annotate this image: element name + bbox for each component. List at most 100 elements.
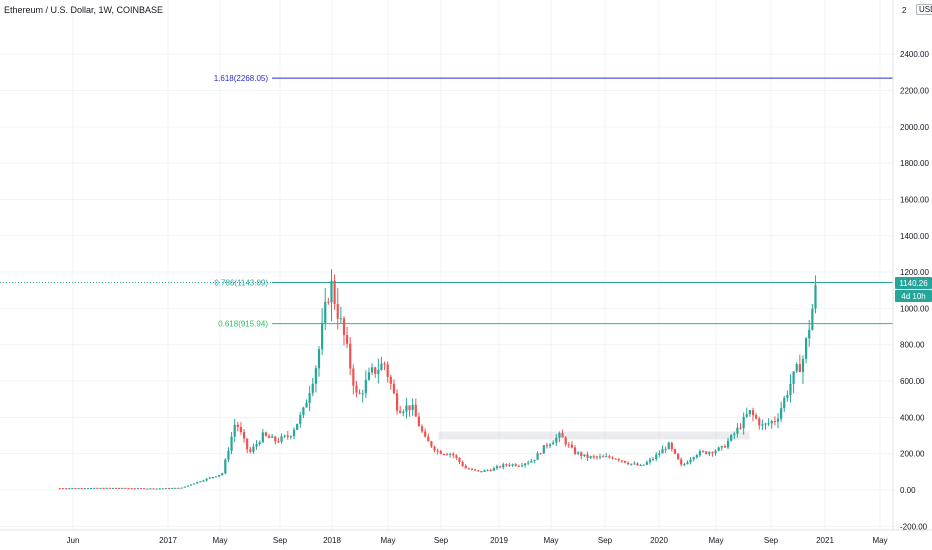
y-tick-label: 800.00 <box>900 341 925 350</box>
y-tick-label: -200.00 <box>900 522 928 531</box>
candle-body <box>114 487 118 489</box>
candle-body <box>249 449 252 452</box>
candle-body <box>289 436 292 438</box>
candle-body <box>642 464 645 466</box>
currency-button[interactable]: USD <box>916 4 932 15</box>
candle-body <box>670 442 673 450</box>
candle-body <box>71 488 74 490</box>
candle-body <box>602 456 605 458</box>
candle-body <box>236 424 239 428</box>
candle-body <box>342 318 346 336</box>
candle-body <box>364 379 367 394</box>
x-tick-label: May <box>212 536 227 545</box>
candle-body <box>758 418 761 426</box>
candle-body <box>246 438 249 450</box>
candle-body <box>374 367 377 374</box>
candle-body <box>545 445 549 447</box>
candle-body <box>789 383 792 396</box>
top-price-tick: 2 <box>902 6 907 15</box>
x-tick-label: May <box>543 536 558 545</box>
candle-body <box>502 464 505 468</box>
candle-body <box>380 363 383 370</box>
candle-body <box>720 446 723 448</box>
candle-body <box>430 441 433 447</box>
candle-body <box>274 436 277 442</box>
candle-body <box>299 414 302 424</box>
candle-body <box>383 363 386 365</box>
candle-body <box>311 383 314 394</box>
candle-body <box>386 364 389 377</box>
candle-body <box>280 436 283 442</box>
x-tick-label: May <box>380 536 395 545</box>
candle-body <box>464 465 467 469</box>
candle-body <box>689 459 692 463</box>
x-tick-label: Sep <box>434 536 449 545</box>
candle-body <box>608 456 611 458</box>
candle-body <box>611 457 614 459</box>
candle-body <box>639 465 642 467</box>
candle-body <box>427 436 430 442</box>
candle-body <box>751 410 755 416</box>
candle-body <box>292 429 296 437</box>
candle-body <box>770 421 773 424</box>
candle-body <box>527 462 530 464</box>
y-tick-label: 2200.00 <box>900 87 929 96</box>
y-tick-label: 0.00 <box>900 486 916 495</box>
candle-body <box>205 478 208 481</box>
candle-body <box>786 395 789 398</box>
candle-body <box>461 461 464 466</box>
candle-body <box>389 376 392 384</box>
candle-body <box>517 465 520 467</box>
candle-body <box>742 416 745 429</box>
candle-body <box>686 462 689 465</box>
candle-body <box>589 456 592 459</box>
y-tick-label: 1000.00 <box>900 304 929 313</box>
candle-body <box>586 454 589 459</box>
candle-body <box>804 338 808 359</box>
candle-body <box>580 452 583 457</box>
candle-body <box>564 437 567 445</box>
candle-body <box>296 423 299 430</box>
candle-body <box>745 414 748 417</box>
candle-body <box>470 469 474 471</box>
chart-title: Ethereum / U.S. Dollar, 1W, COINBASE <box>4 5 164 15</box>
candle-body <box>411 404 414 411</box>
candle-body <box>708 452 711 454</box>
candle-body <box>767 423 770 425</box>
candle-body <box>193 483 196 485</box>
x-tick-label: May <box>872 536 887 545</box>
candle-body <box>511 464 514 466</box>
y-tick-label: 2400.00 <box>900 50 929 59</box>
candle-body <box>230 436 233 451</box>
candle-body <box>567 444 570 446</box>
candle-body <box>124 487 127 489</box>
candle-body <box>811 308 814 330</box>
candle-body <box>583 454 586 457</box>
candle-body <box>536 453 539 460</box>
candle-body <box>96 487 99 489</box>
candle-body <box>514 464 517 466</box>
candle-body <box>561 433 564 438</box>
price-axis[interactable]: 2400.002200.002000.001800.001600.001400.… <box>892 0 929 531</box>
y-tick-label: 600.00 <box>900 377 925 386</box>
candle-body <box>414 404 417 417</box>
candle-body <box>680 459 683 465</box>
fib-level-label: 0.618(915.94) <box>218 320 268 329</box>
candle-body <box>324 301 327 323</box>
candle-body <box>577 452 580 454</box>
candle-body <box>267 435 271 438</box>
candle-body <box>174 487 177 489</box>
candle-body <box>449 453 452 455</box>
candle-body <box>242 431 246 439</box>
time-axis[interactable]: Jun 2017 May Sep 2018 May Sep 2019 May Sep 2020 May… <box>0 529 932 545</box>
candle-body <box>492 468 495 471</box>
candle-body <box>452 453 455 456</box>
candle-body <box>748 410 751 415</box>
fibonacci-levels[interactable]: 1.618(2268.05) 0.786(1143.09) 0.618(915.94… <box>0 74 893 329</box>
candle-body <box>221 473 224 476</box>
candle-body <box>102 487 105 489</box>
candle-body <box>605 456 608 458</box>
candle-body <box>155 488 158 490</box>
candle-body <box>211 476 214 478</box>
